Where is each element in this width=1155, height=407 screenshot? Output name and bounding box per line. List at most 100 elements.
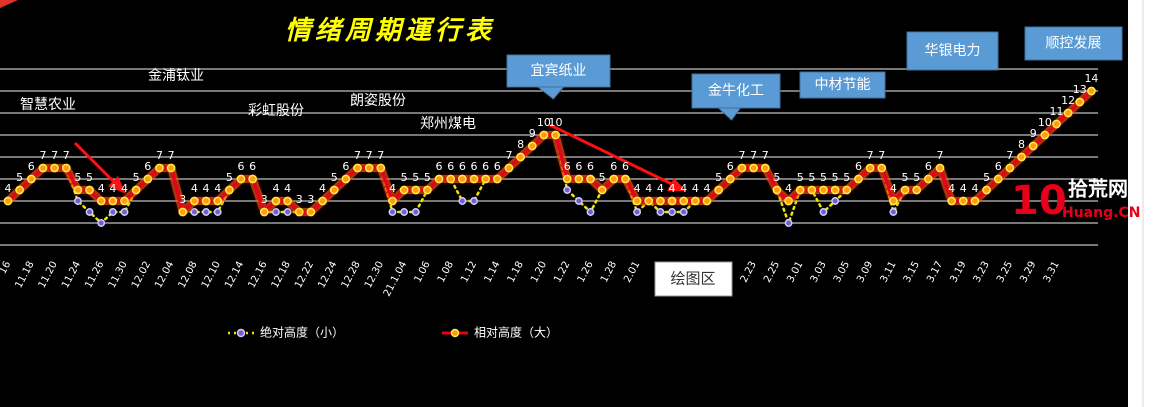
point: [621, 174, 630, 184]
point: [283, 196, 292, 206]
data-label: 4: [692, 182, 699, 195]
point: [190, 208, 199, 216]
point: [504, 163, 514, 173]
point: [353, 163, 362, 173]
annotation: 金浦钛业: [148, 68, 204, 84]
data-label: 7: [366, 149, 373, 162]
point: [213, 208, 222, 216]
data-label: 7: [377, 149, 384, 162]
data-label: 7: [867, 149, 874, 162]
point: [562, 174, 572, 184]
data-label: 3: [307, 193, 314, 206]
point: [900, 185, 910, 195]
logo-domain: Huang.CN: [1062, 205, 1140, 221]
point: [958, 196, 968, 206]
data-label: 4: [191, 182, 198, 195]
data-label: 5: [902, 171, 909, 184]
point: [574, 197, 583, 205]
data-label: 5: [226, 171, 233, 184]
point: [830, 185, 840, 195]
data-label: 6: [855, 160, 862, 173]
point: [539, 130, 549, 140]
callout-box: [799, 71, 886, 99]
data-label: 3: [179, 193, 186, 206]
point: [423, 185, 432, 195]
point: [702, 196, 712, 206]
point: [644, 196, 654, 206]
point: [970, 196, 980, 206]
data-label: 5: [401, 171, 408, 184]
point: [458, 197, 467, 205]
point: [202, 208, 211, 216]
data-label: 5: [913, 171, 920, 184]
data-label: 6: [610, 160, 617, 173]
legend-label: 绝对高度（小）: [260, 325, 344, 340]
point: [772, 185, 782, 195]
callout-text: 中材节能: [815, 77, 871, 93]
point: [854, 174, 863, 184]
data-label: 7: [156, 149, 163, 162]
series: [3, 86, 1096, 227]
point: [61, 163, 71, 173]
point: [38, 163, 48, 173]
data-label: 11: [1050, 105, 1064, 118]
data-label: 4: [5, 182, 12, 195]
data-label: 6: [587, 160, 594, 173]
point: [889, 208, 898, 216]
point: [1052, 119, 1061, 129]
point: [272, 208, 280, 216]
point: [213, 196, 223, 206]
callout-text: 华银电力: [925, 43, 981, 59]
data-label: 7: [51, 149, 58, 162]
point: [656, 208, 665, 216]
arrow-head: [667, 178, 686, 191]
data-label: 6: [238, 160, 245, 173]
data-label: 5: [412, 171, 419, 184]
point: [446, 174, 456, 184]
data-label: 4: [272, 182, 279, 195]
callout-box: [691, 73, 781, 109]
point: [225, 185, 234, 195]
point: [865, 163, 875, 173]
point: [388, 196, 397, 206]
data-label: 5: [715, 171, 722, 184]
point: [120, 196, 129, 206]
point: [1040, 130, 1050, 140]
point: [399, 185, 409, 195]
point: [784, 219, 793, 227]
point: [166, 163, 176, 173]
data-label: 4: [657, 182, 664, 195]
point: [947, 196, 957, 206]
point: [120, 208, 129, 216]
data-label: 6: [575, 160, 582, 173]
data-label: 5: [16, 171, 23, 184]
data-label: 4: [971, 182, 978, 195]
tooltip-text: 绘图区: [670, 270, 715, 288]
data-label: 4: [669, 182, 676, 195]
data-label: 6: [494, 160, 501, 173]
point: [737, 163, 747, 173]
data-label: 5: [133, 171, 140, 184]
point: [259, 207, 269, 217]
point: [190, 196, 199, 206]
data-label: 6: [459, 160, 466, 173]
data-label: 14: [1084, 72, 1098, 85]
point: [516, 152, 525, 162]
data-label: 5: [86, 171, 93, 184]
data-label: 4: [680, 182, 687, 195]
data-label: 7: [168, 149, 175, 162]
data-label: 6: [471, 160, 478, 173]
data-label: 7: [354, 149, 361, 162]
data-label: 6: [564, 160, 571, 173]
point: [831, 197, 840, 205]
point: [668, 208, 676, 216]
data-label: 7: [878, 149, 885, 162]
data-label: 5: [820, 171, 827, 184]
data-label: 6: [727, 160, 734, 173]
logo-name: 拾荒网: [1068, 177, 1128, 201]
arrow: [549, 123, 677, 188]
point: [131, 185, 141, 195]
data-label: 6: [436, 160, 443, 173]
point: [96, 196, 106, 206]
